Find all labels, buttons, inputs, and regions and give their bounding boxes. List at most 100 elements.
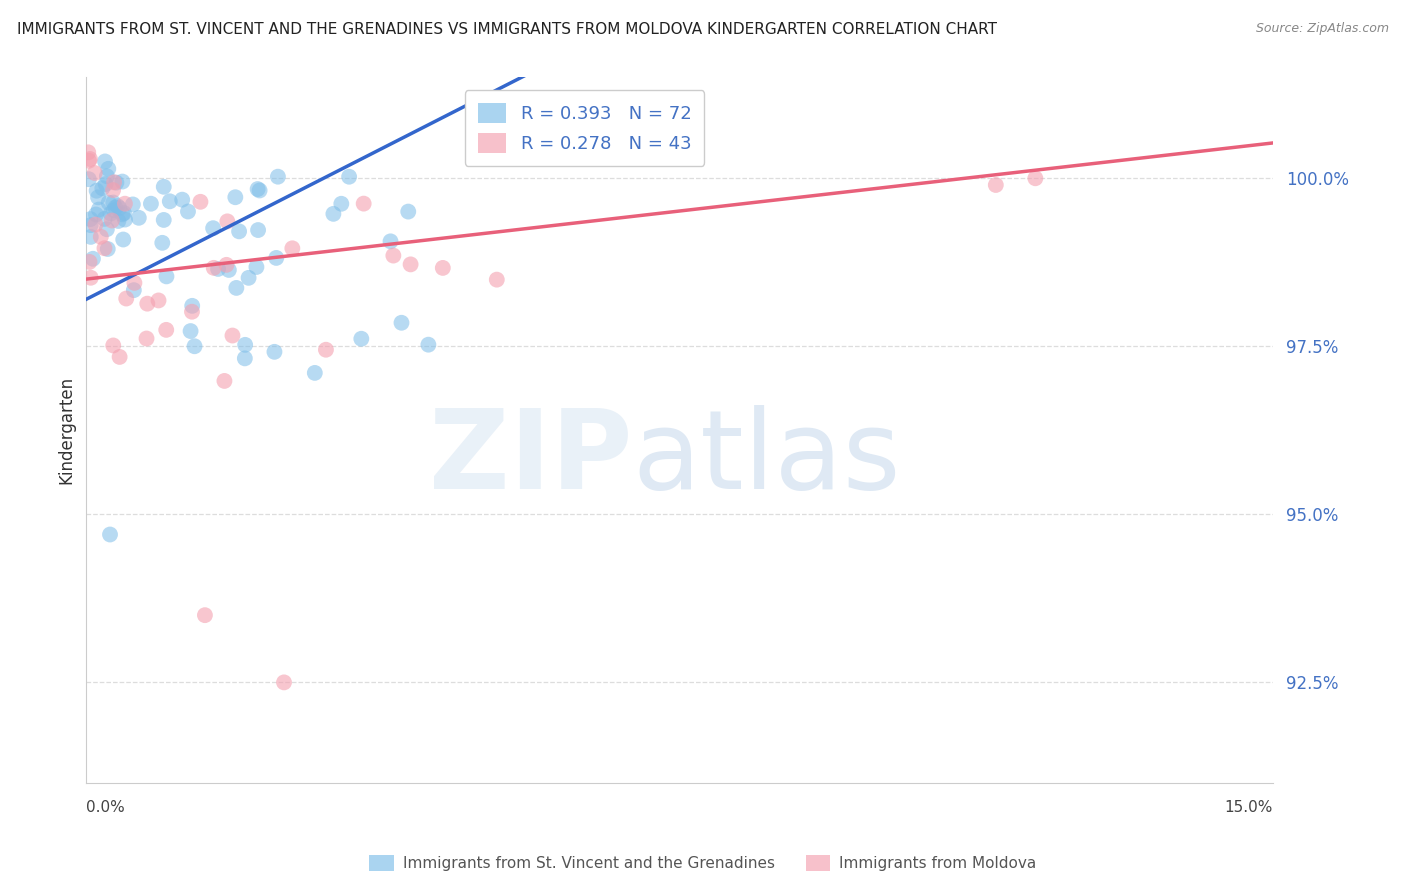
Point xyxy=(984,178,1007,192)
Point xyxy=(87,202,110,217)
Point xyxy=(152,179,174,194)
Point xyxy=(180,324,202,338)
Point xyxy=(114,212,136,227)
Point xyxy=(93,211,115,226)
Point xyxy=(221,328,243,343)
Point xyxy=(245,260,267,274)
Point xyxy=(214,374,236,388)
Point xyxy=(202,260,225,275)
Point xyxy=(485,273,508,287)
Point xyxy=(80,230,103,244)
Point xyxy=(135,331,157,345)
Point xyxy=(84,207,107,221)
Point xyxy=(263,344,285,359)
Point xyxy=(107,214,129,228)
Point xyxy=(218,263,240,277)
Point xyxy=(77,172,100,186)
Point xyxy=(396,204,419,219)
Point xyxy=(86,184,108,198)
Point xyxy=(128,211,150,225)
Point xyxy=(79,152,101,166)
Point xyxy=(103,203,125,218)
Point xyxy=(105,176,128,190)
Point xyxy=(315,343,337,357)
Point xyxy=(107,199,129,213)
Text: 15.0%: 15.0% xyxy=(1225,800,1272,815)
Point xyxy=(225,281,247,295)
Point xyxy=(87,190,110,204)
Y-axis label: Kindergarten: Kindergarten xyxy=(58,376,75,484)
Point xyxy=(224,190,246,204)
Point xyxy=(122,283,145,297)
Point xyxy=(172,193,194,207)
Point xyxy=(79,212,101,227)
Text: 0.0%: 0.0% xyxy=(86,800,125,815)
Point xyxy=(183,339,205,353)
Point xyxy=(77,153,100,168)
Point xyxy=(194,608,217,623)
Point xyxy=(330,196,353,211)
Point xyxy=(249,184,271,198)
Point xyxy=(217,214,239,228)
Point xyxy=(103,175,125,189)
Point xyxy=(98,527,121,541)
Point xyxy=(148,293,170,308)
Point xyxy=(121,197,143,211)
Point xyxy=(159,194,181,209)
Point xyxy=(380,235,402,249)
Point xyxy=(155,323,177,337)
Point xyxy=(322,207,344,221)
Point xyxy=(103,338,125,352)
Point xyxy=(150,235,173,250)
Legend: Immigrants from St. Vincent and the Grenadines, Immigrants from Moldova: Immigrants from St. Vincent and the Gren… xyxy=(363,849,1043,877)
Point xyxy=(84,218,107,232)
Point xyxy=(80,270,103,285)
Point xyxy=(101,183,124,197)
Point xyxy=(337,169,360,184)
Text: IMMIGRANTS FROM ST. VINCENT AND THE GRENADINES VS IMMIGRANTS FROM MOLDOVA KINDER: IMMIGRANTS FROM ST. VINCENT AND THE GREN… xyxy=(17,22,997,37)
Point xyxy=(108,201,131,215)
Point xyxy=(101,213,124,227)
Point xyxy=(82,252,104,266)
Point xyxy=(136,296,159,310)
Point xyxy=(202,221,225,235)
Point xyxy=(246,182,269,196)
Point xyxy=(97,195,120,210)
Point xyxy=(139,196,162,211)
Point xyxy=(267,169,290,184)
Point xyxy=(79,255,101,269)
Point xyxy=(79,218,101,232)
Point xyxy=(190,194,212,209)
Point xyxy=(90,229,112,244)
Point xyxy=(155,269,177,284)
Point xyxy=(83,166,105,180)
Point xyxy=(238,270,260,285)
Text: ZIP: ZIP xyxy=(429,405,633,512)
Point xyxy=(100,206,122,220)
Point xyxy=(96,222,118,236)
Point xyxy=(233,338,256,352)
Point xyxy=(77,145,100,160)
Point xyxy=(94,177,117,191)
Point xyxy=(215,258,238,272)
Point xyxy=(112,233,135,247)
Point xyxy=(399,257,422,271)
Point xyxy=(96,169,118,184)
Point xyxy=(391,316,413,330)
Text: atlas: atlas xyxy=(633,405,900,512)
Point xyxy=(94,154,117,169)
Point xyxy=(104,201,127,215)
Point xyxy=(181,304,204,318)
Point xyxy=(97,242,120,256)
Point xyxy=(124,276,146,290)
Point xyxy=(97,161,120,176)
Point xyxy=(108,350,131,364)
Point xyxy=(111,175,134,189)
Point xyxy=(103,195,125,210)
Point xyxy=(115,292,138,306)
Point xyxy=(264,251,287,265)
Point xyxy=(177,204,200,219)
Point xyxy=(112,206,135,220)
Point xyxy=(93,241,115,255)
Point xyxy=(1024,171,1046,186)
